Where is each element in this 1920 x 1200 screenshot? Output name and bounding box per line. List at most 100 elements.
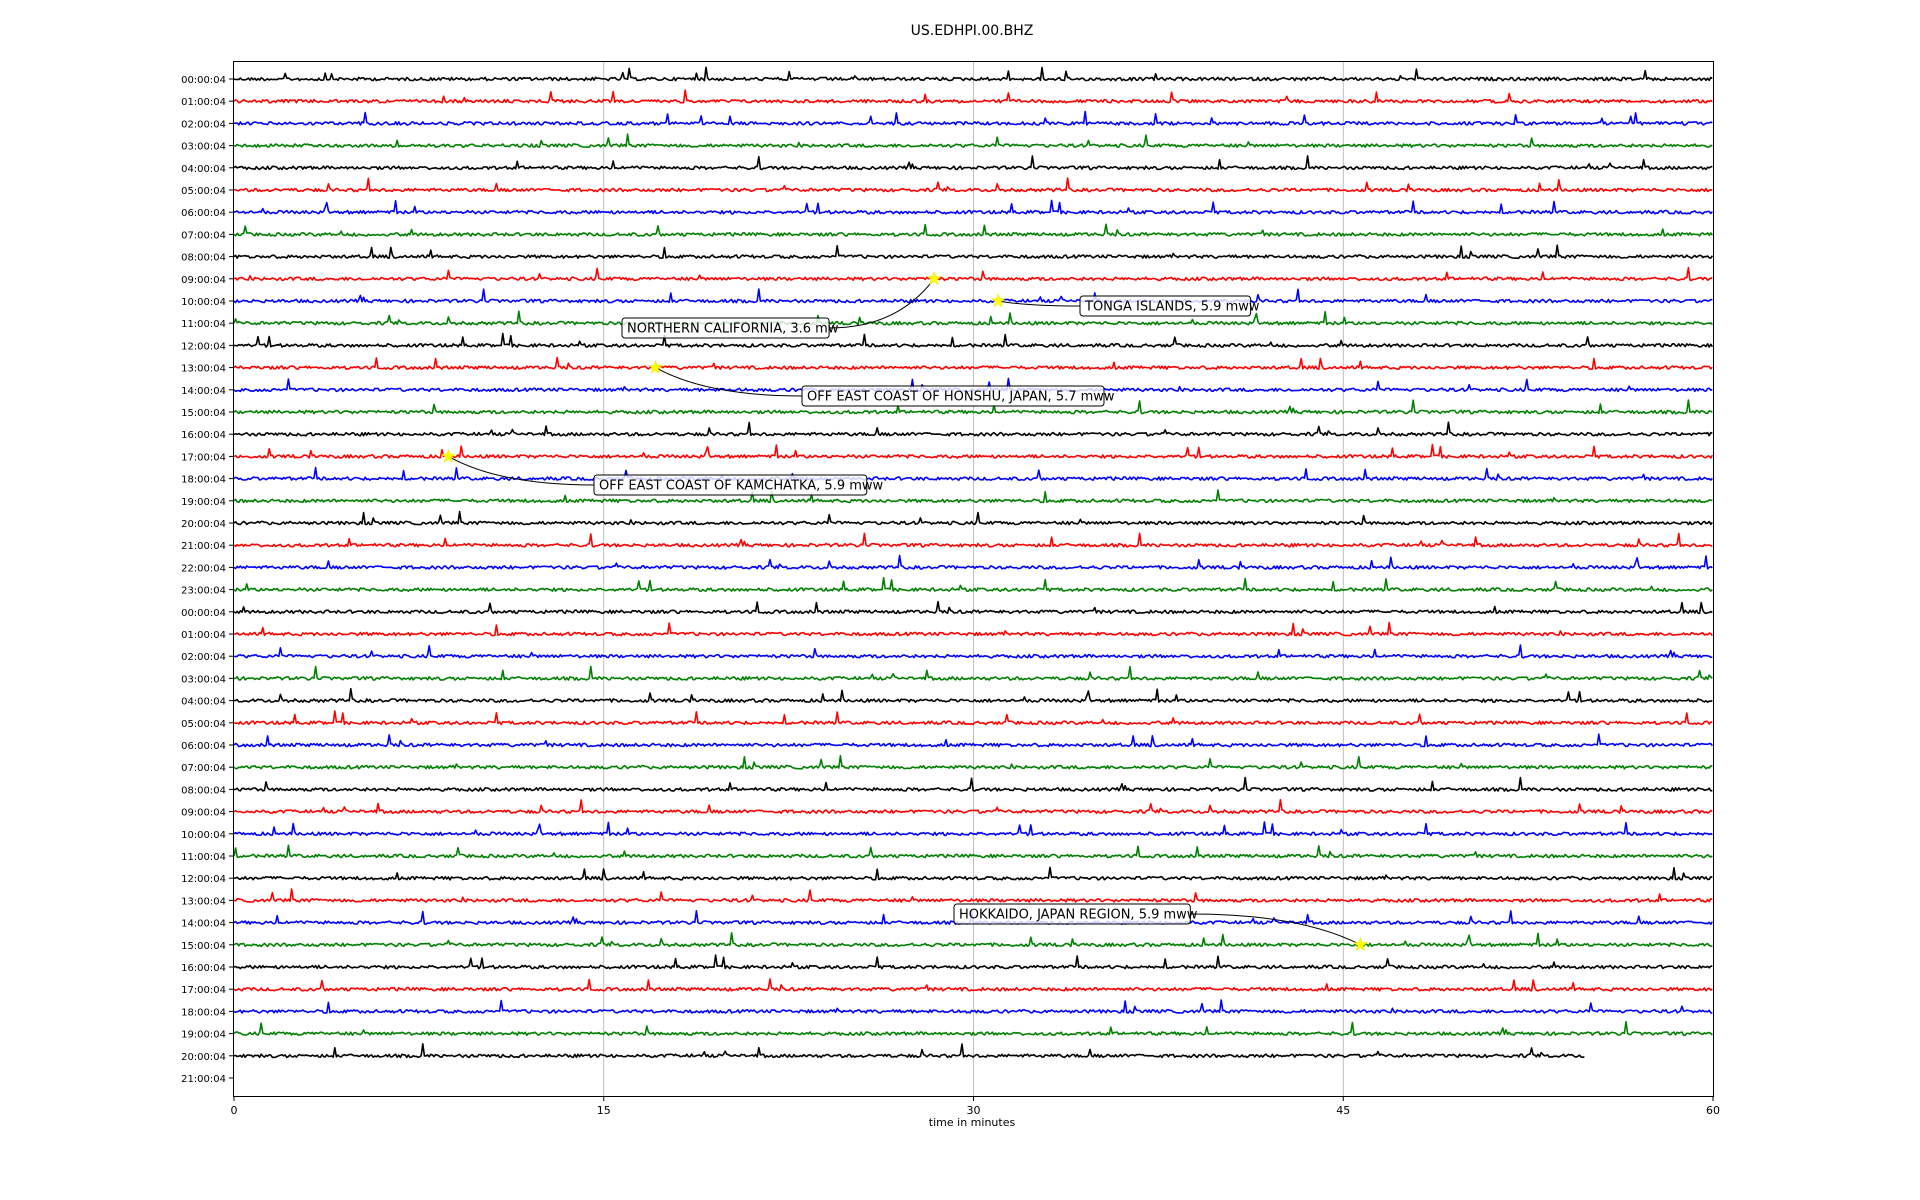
seismic-trace (233, 89, 1713, 104)
y-tick-label: 14:00:04 (181, 386, 226, 397)
y-tick-label: 12:00:04 (181, 874, 226, 885)
y-tick-label: 06:00:04 (181, 208, 226, 219)
event-label: OFF EAST COAST OF HONSHU, JAPAN, 5.7 mww (807, 390, 1115, 405)
event-connector (448, 455, 595, 486)
y-tick-label: 07:00:04 (181, 763, 226, 774)
y-tick-label: 16:00:04 (181, 963, 226, 974)
y-tick-label: 17:00:04 (181, 452, 226, 463)
seismic-trace (233, 443, 1714, 459)
seismic-trace (233, 577, 1713, 592)
seismic-trace (233, 66, 1713, 82)
seismic-trace (233, 600, 1713, 615)
seismic-trace (233, 866, 1713, 881)
y-tick-label: 10:00:04 (181, 297, 226, 308)
event-label-box (801, 385, 1105, 407)
y-tick-label: 08:00:04 (181, 253, 226, 264)
seismic-trace (233, 554, 1713, 570)
y-tick-label: 04:00:04 (181, 697, 226, 708)
event-label: OFF EAST COAST OF KAMCHATKA, 5.9 mww (599, 479, 884, 494)
y-tick-label: 23:00:04 (181, 586, 226, 597)
seismic-trace (233, 932, 1713, 948)
seismic-trace (233, 621, 1714, 637)
seismic-trace (233, 999, 1713, 1014)
seismic-trace (233, 199, 1713, 215)
y-tick-label: 00:00:04 (181, 608, 226, 619)
event-connector (829, 278, 935, 329)
event-star-icon (990, 293, 1006, 308)
x-tick-label: 45 (1336, 1104, 1350, 1117)
seismic-trace (233, 266, 1713, 282)
y-tick-label: 02:00:04 (181, 119, 226, 130)
event-annotation: TONGA ISLANDS, 5.9 mww (990, 293, 1260, 317)
grid-lines (603, 62, 1344, 1096)
seismic-trace (233, 356, 1713, 370)
event-star-icon (441, 448, 456, 463)
event-star-icon (926, 271, 942, 286)
y-tick-label: 09:00:04 (181, 275, 226, 286)
y-tick-label: 03:00:04 (181, 142, 226, 153)
y-tick-label: 12:00:04 (181, 341, 226, 352)
y-tick-labels: 00:00:04 01:00:04 02:00:04 03:00:04 04:00:04… (181, 75, 234, 1085)
y-tick-label: 01:00:04 (181, 630, 226, 641)
y-tick-label: 20:00:04 (181, 519, 226, 530)
y-tick-label: 22:00:04 (181, 563, 226, 574)
event-annotation: HOKKAIDO, JAPAN REGION, 5.9 mww (953, 903, 1368, 952)
y-tick-label: 10:00:04 (181, 830, 226, 841)
seismic-trace (233, 133, 1713, 148)
event-annotations: TONGA ISLANDS, 5.9 mww NORTHERN CALIFORNI… (441, 271, 1368, 952)
x-tick-label: 60 (1706, 1104, 1720, 1117)
seismic-traces (233, 66, 1714, 1059)
event-connector (655, 367, 803, 397)
y-tick-label: 18:00:04 (181, 1007, 226, 1018)
seismic-trace (233, 155, 1713, 171)
y-tick-label: 21:00:04 (181, 1074, 226, 1085)
seismic-trace (233, 1043, 1585, 1059)
y-tick-label: 19:00:04 (181, 497, 226, 508)
y-tick-label: 07:00:04 (181, 230, 226, 241)
seismic-trace (233, 644, 1713, 659)
y-tick-label: 14:00:04 (181, 919, 226, 930)
y-tick-label: 19:00:04 (181, 1030, 226, 1041)
y-tick-label: 11:00:04 (181, 852, 226, 863)
y-tick-label: 06:00:04 (181, 741, 226, 752)
y-tick-label: 15:00:04 (181, 941, 226, 952)
seismic-trace (233, 821, 1713, 837)
event-connector (1190, 913, 1361, 946)
y-tick-label: 04:00:04 (181, 164, 226, 175)
y-tick-label: 00:00:04 (181, 75, 226, 86)
y-tick-label: 08:00:04 (181, 785, 226, 796)
seismic-trace (233, 954, 1713, 970)
seismic-trace (233, 510, 1713, 526)
y-tick-label: 02:00:04 (181, 652, 226, 663)
seismic-trace (233, 421, 1713, 437)
seismic-trace (233, 798, 1713, 814)
seismic-trace (233, 665, 1713, 681)
y-tick-label: 05:00:04 (181, 719, 226, 730)
y-tick-label: 13:00:04 (181, 364, 226, 375)
seismic-trace (233, 110, 1713, 126)
event-label-box (1079, 295, 1252, 317)
seismic-trace (233, 399, 1713, 415)
event-label: NORTHERN CALIFORNIA, 3.6 mw (627, 322, 839, 337)
event-annotation: OFF EAST COAST OF KAMCHATKA, 5.9 mww (441, 448, 884, 496)
plot-frame (233, 61, 1714, 1097)
seismic-trace (233, 710, 1713, 726)
chart-title: US.EDHPI.00.BHZ (911, 23, 1034, 39)
event-label-box (953, 903, 1191, 925)
event-star-icon (648, 359, 663, 374)
y-tick-label: 09:00:04 (181, 808, 226, 819)
seismic-trace (233, 489, 1713, 504)
event-star-icon (1353, 937, 1368, 952)
seismic-trace (233, 310, 1713, 326)
seismic-trace (233, 978, 1713, 992)
x-axis-label: time in minutes (929, 1116, 1016, 1129)
y-tick-label: 05:00:04 (181, 186, 226, 197)
seismic-trace (233, 733, 1714, 748)
seismic-trace (233, 466, 1713, 481)
seismic-trace (233, 1021, 1713, 1036)
y-tick-label: 15:00:04 (181, 408, 226, 419)
event-label: HOKKAIDO, JAPAN REGION, 5.9 mww (959, 908, 1198, 923)
event-label: TONGA ISLANDS, 5.9 mww (1084, 300, 1260, 315)
seismic-trace (233, 244, 1714, 259)
